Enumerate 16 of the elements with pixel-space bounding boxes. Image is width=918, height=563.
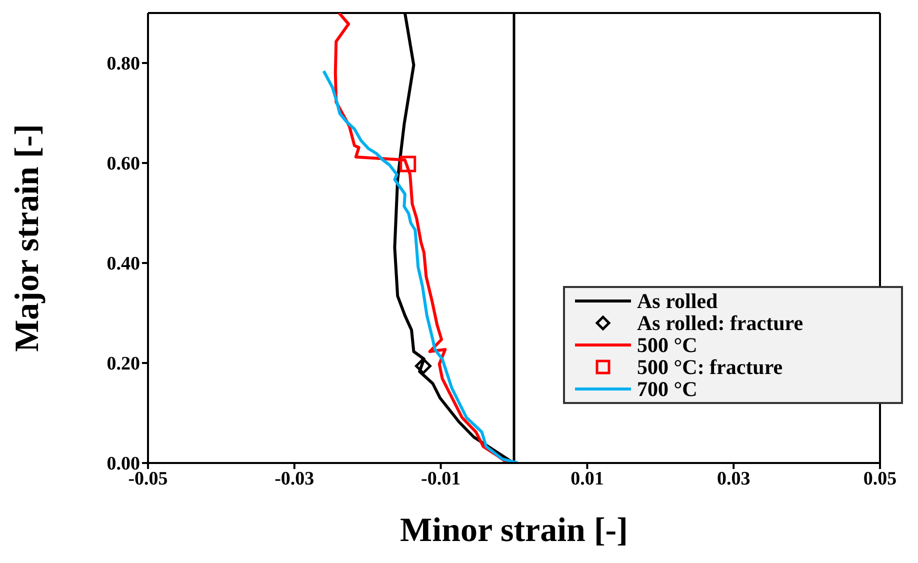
y-tick-label: 0.40 (106, 254, 140, 275)
y-tick-label: 0.80 (106, 54, 140, 75)
legend-label: 500 °C (637, 332, 698, 358)
legend-label: 500 °C: fracture (637, 354, 783, 380)
x-tick-label: 0.03 (716, 468, 750, 490)
legend-label: As rolled: fracture (637, 310, 804, 336)
x-axis-title: Minor strain [-] (400, 512, 628, 549)
legend-label: As rolled (637, 288, 718, 314)
y-axis-title: Major strain [-] (9, 124, 46, 352)
legend-label: 700 °C (637, 376, 698, 402)
x-tick-label: 0.01 (570, 468, 604, 490)
x-tick-label: -0.03 (274, 468, 314, 490)
x-tick-label: 0.05 (863, 468, 897, 490)
y-tick-label: 0.20 (106, 354, 140, 375)
y-tick-label: 0.60 (106, 154, 140, 175)
x-tick-label: -0.01 (421, 468, 461, 490)
